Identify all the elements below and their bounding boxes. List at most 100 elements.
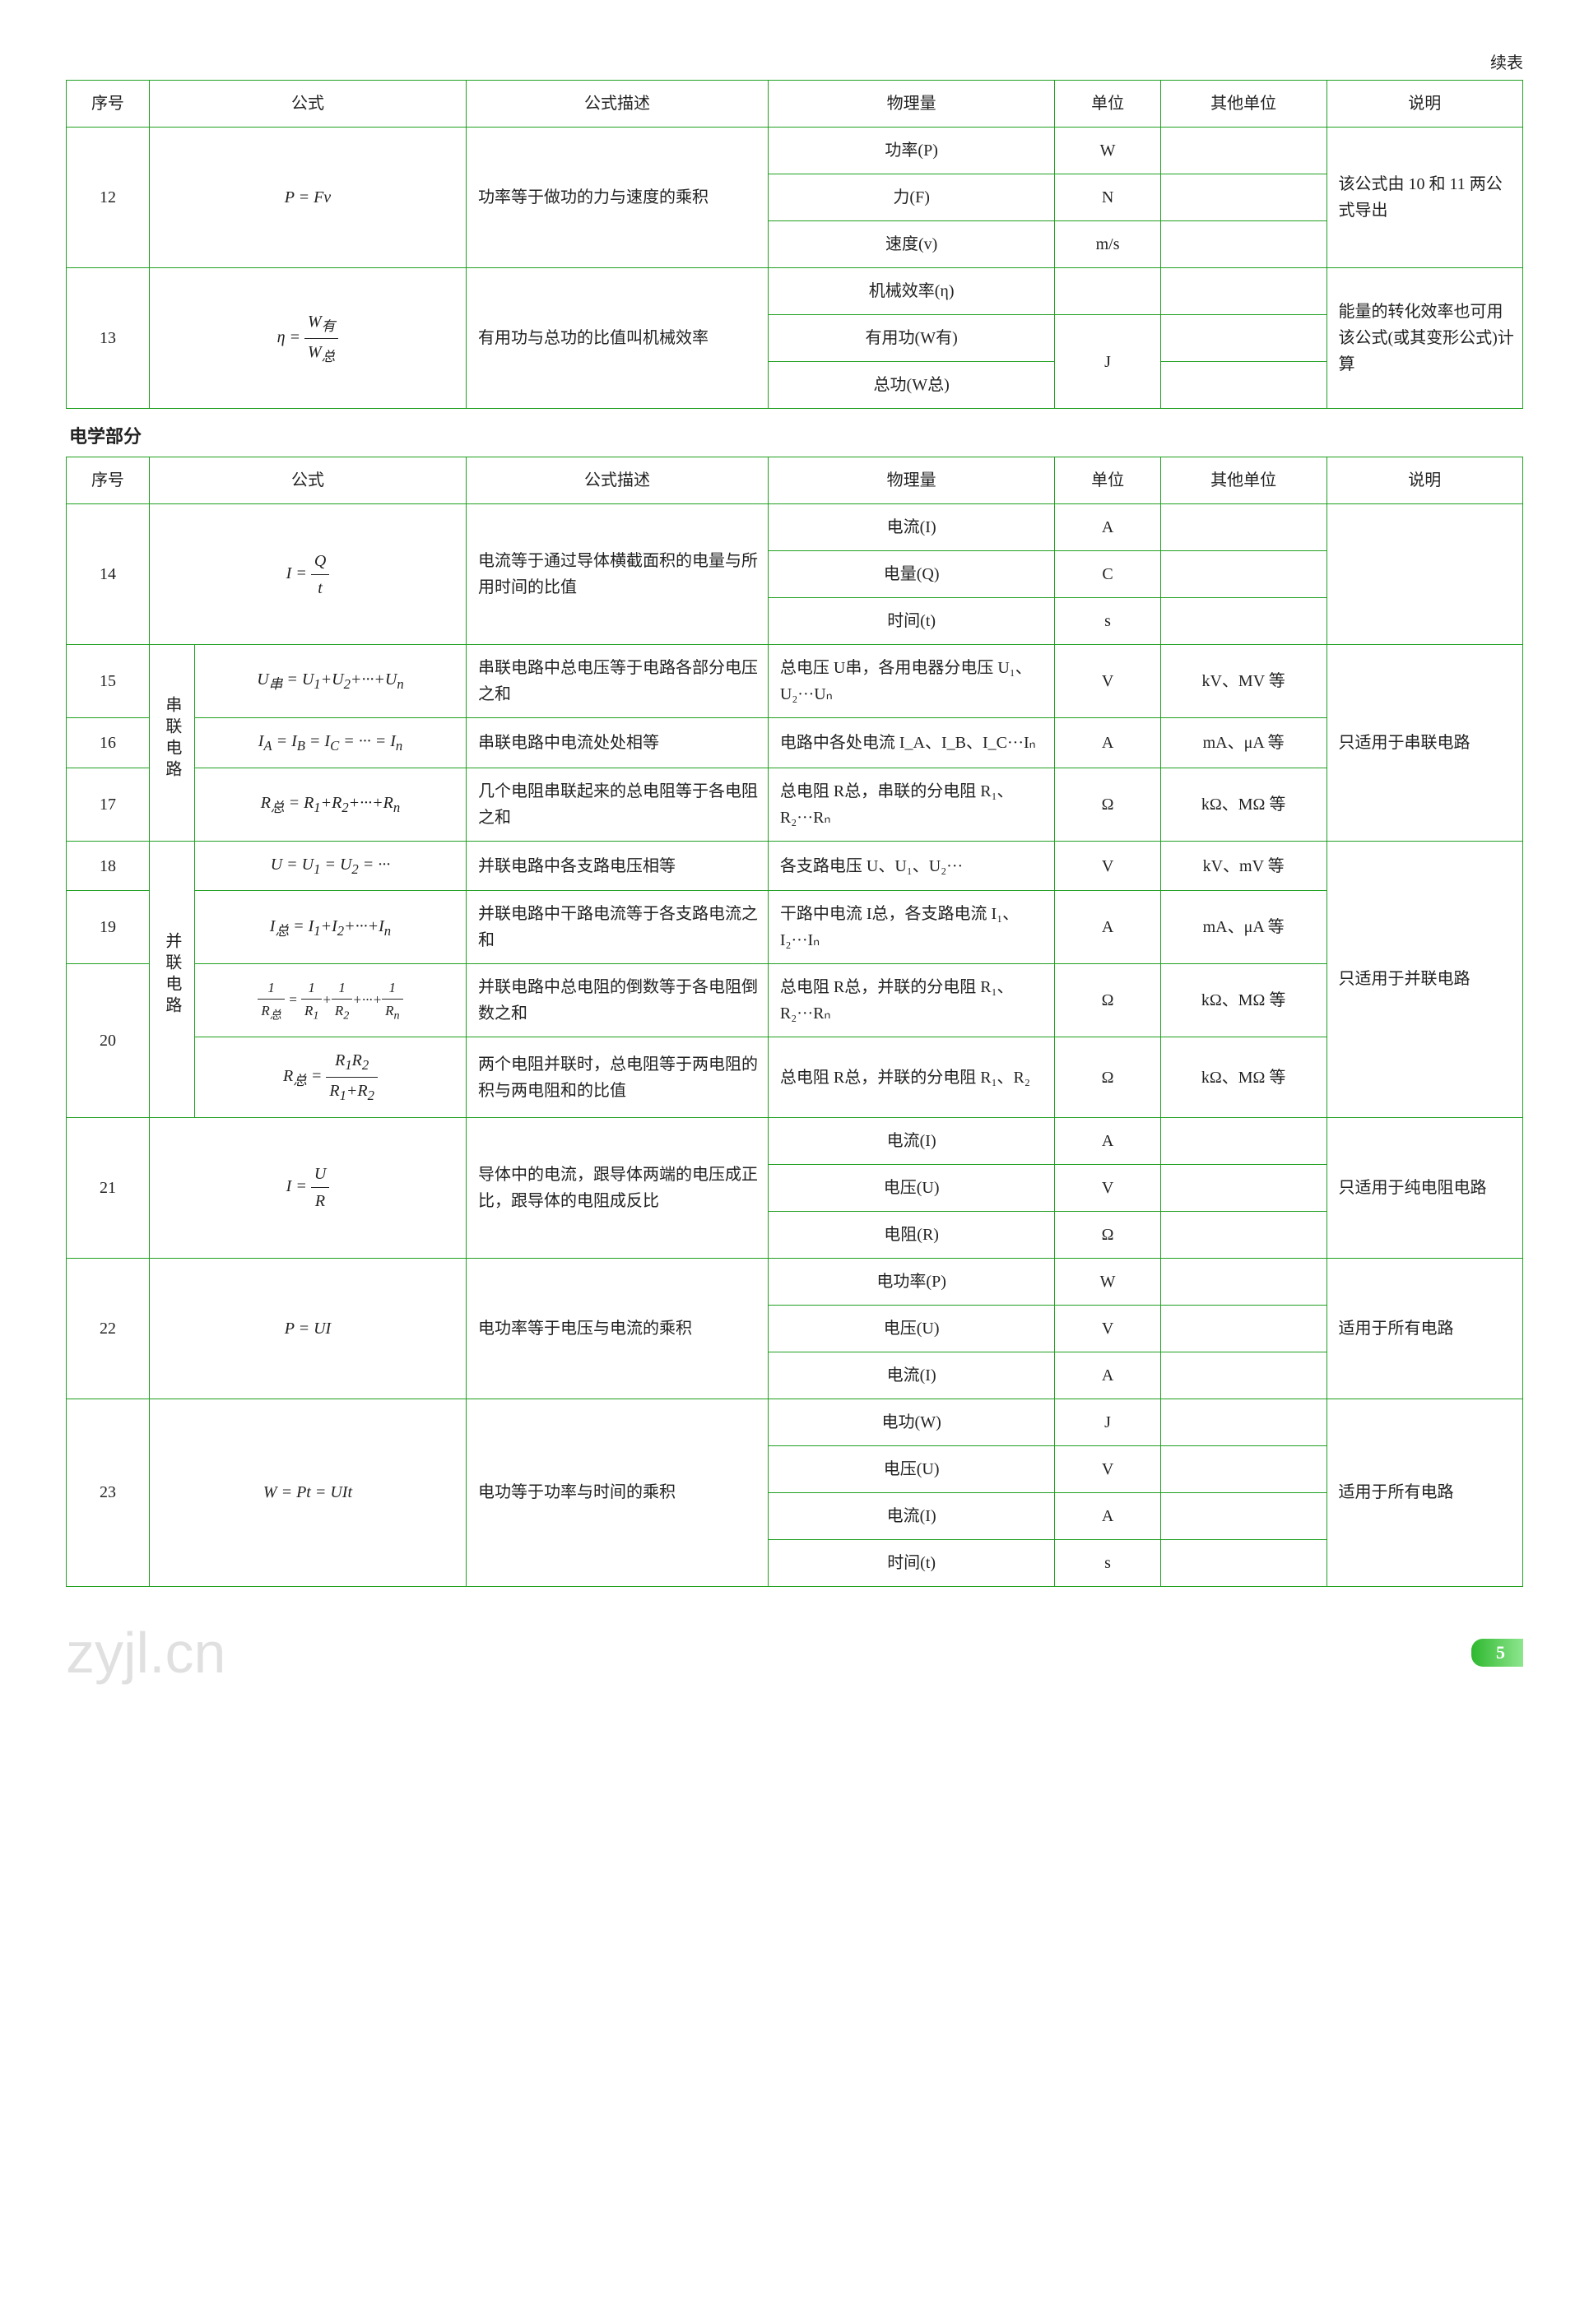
group-label-cell: 并联电路	[149, 841, 194, 1117]
other-cell	[1160, 362, 1326, 409]
table-row: 14 I = Qt 电流等于通过导体横截面积的电量与所用时间的比值 电流(I) …	[67, 504, 1523, 551]
page-footer: zyjl.cn 5	[66, 1620, 1523, 1686]
unit-cell: N	[1055, 174, 1160, 221]
table-row: 21 I = UR 导体中的电流，跟导体两端的电压成正比，跟导体的电阻成反比 电…	[67, 1117, 1523, 1164]
desc-cell: 电功率等于电压与电流的乘积	[467, 1258, 769, 1399]
formula-cell: I总 = I1+I2+···+In	[194, 891, 466, 964]
qty-cell: 电阻(R)	[768, 1211, 1055, 1258]
formula-cell: I = UR	[149, 1117, 466, 1258]
qty-cell: 有用功(W有)	[768, 315, 1055, 362]
unit-cell: W	[1055, 128, 1160, 174]
qty-cell: 总功(W总)	[768, 362, 1055, 409]
table-row: R总 = R1R2R1+R2 两个电阻并联时，总电阻等于两电阻的积与两电阻和的比…	[67, 1037, 1523, 1117]
seq-cell: 18	[67, 841, 150, 891]
qty-cell: 时间(t)	[768, 598, 1055, 645]
header-other: 其他单位	[1160, 457, 1326, 504]
seq-cell: 17	[67, 768, 150, 841]
header-unit: 单位	[1055, 457, 1160, 504]
qty-cell: 总电阻 R总，并联的分电阻 R₁、R₂	[768, 1037, 1055, 1117]
table-row: 16 IA = IB = IC = ··· = In 串联电路中电流处处相等 电…	[67, 718, 1523, 768]
header-seq: 序号	[67, 81, 150, 128]
formula-cell: W = Pt = UIt	[149, 1399, 466, 1586]
seq-cell: 14	[67, 504, 150, 645]
continuation-label: 续表	[66, 49, 1523, 73]
qty-cell: 电量(Q)	[768, 551, 1055, 598]
note-cell: 适用于所有电路	[1326, 1258, 1522, 1399]
desc-cell: 几个电阻串联起来的总电阻等于各电阻之和	[467, 768, 769, 841]
other-cell	[1160, 551, 1326, 598]
other-cell: kΩ、MΩ 等	[1160, 768, 1326, 841]
other-cell	[1160, 1399, 1326, 1445]
header-note: 说明	[1326, 457, 1522, 504]
other-cell: mA、μA 等	[1160, 718, 1326, 768]
table-header-row: 序号 公式 公式描述 物理量 单位 其他单位 说明	[67, 81, 1523, 128]
table-row: 22 P = UI 电功率等于电压与电流的乘积 电功率(P) W 适用于所有电路	[67, 1258, 1523, 1305]
desc-cell: 有用功与总功的比值叫机械效率	[467, 268, 769, 409]
unit-cell: V	[1055, 1164, 1160, 1211]
unit-cell: Ω	[1055, 964, 1160, 1037]
unit-cell: C	[1055, 551, 1160, 598]
seq-cell: 12	[67, 128, 150, 268]
note-cell: 适用于所有电路	[1326, 1399, 1522, 1586]
qty-cell: 各支路电压 U、U₁、U₂···	[768, 841, 1055, 891]
desc-cell: 两个电阻并联时，总电阻等于两电阻的积与两电阻和的比值	[467, 1037, 769, 1117]
other-cell	[1160, 1164, 1326, 1211]
unit-cell: A	[1055, 1117, 1160, 1164]
seq-cell: 19	[67, 891, 150, 964]
desc-cell: 串联电路中总电压等于电路各部分电压之和	[467, 645, 769, 718]
other-cell: kΩ、MΩ 等	[1160, 964, 1326, 1037]
seq-cell: 20	[67, 964, 150, 1117]
unit-cell: V	[1055, 1445, 1160, 1492]
table-row: 13 η = W有W总 有用功与总功的比值叫机械效率 机械效率(η) 能量的转化…	[67, 268, 1523, 315]
formula-cell: η = W有W总	[149, 268, 466, 409]
qty-cell: 电压(U)	[768, 1305, 1055, 1352]
table-row: 20 1R总 = 1R1+1R2+···+1Rn 并联电路中总电阻的倒数等于各电…	[67, 964, 1523, 1037]
note-cell	[1326, 504, 1522, 645]
qty-cell: 功率(P)	[768, 128, 1055, 174]
table-row: 17 R总 = R1+R2+···+Rn 几个电阻串联起来的总电阻等于各电阻之和…	[67, 768, 1523, 841]
unit-cell: A	[1055, 891, 1160, 964]
other-cell	[1160, 1258, 1326, 1305]
header-desc: 公式描述	[467, 457, 769, 504]
qty-cell: 电压(U)	[768, 1164, 1055, 1211]
formula-cell: U = U1 = U2 = ···	[194, 841, 466, 891]
unit-cell: Ω	[1055, 1211, 1160, 1258]
seq-cell: 16	[67, 718, 150, 768]
other-cell	[1160, 598, 1326, 645]
qty-cell: 机械效率(η)	[768, 268, 1055, 315]
unit-cell: m/s	[1055, 221, 1160, 268]
desc-cell: 并联电路中各支路电压相等	[467, 841, 769, 891]
qty-cell: 速度(v)	[768, 221, 1055, 268]
unit-cell: W	[1055, 1258, 1160, 1305]
note-cell: 该公式由 10 和 11 两公式导出	[1326, 128, 1522, 268]
qty-cell: 电流(I)	[768, 1117, 1055, 1164]
desc-cell: 功率等于做功的力与速度的乘积	[467, 128, 769, 268]
header-seq: 序号	[67, 457, 150, 504]
other-cell	[1160, 1211, 1326, 1258]
other-cell	[1160, 1492, 1326, 1539]
other-cell: mA、μA 等	[1160, 891, 1326, 964]
other-cell	[1160, 174, 1326, 221]
other-cell	[1160, 1305, 1326, 1352]
qty-cell: 总电阻 R总，串联的分电阻 R₁、R₂···Rₙ	[768, 768, 1055, 841]
unit-cell: V	[1055, 841, 1160, 891]
unit-cell: A	[1055, 504, 1160, 551]
qty-cell: 力(F)	[768, 174, 1055, 221]
qty-cell: 总电阻 R总，并联的分电阻 R₁、R₂···Rₙ	[768, 964, 1055, 1037]
desc-cell: 串联电路中电流处处相等	[467, 718, 769, 768]
page-number-badge: 5	[1471, 1639, 1523, 1667]
other-cell	[1160, 268, 1326, 315]
other-cell	[1160, 1117, 1326, 1164]
header-other: 其他单位	[1160, 81, 1326, 128]
other-cell: kΩ、MΩ 等	[1160, 1037, 1326, 1117]
qty-cell: 电流(I)	[768, 1492, 1055, 1539]
formula-cell: U串 = U1+U2+···+Un	[194, 645, 466, 718]
desc-cell: 电功等于功率与时间的乘积	[467, 1399, 769, 1586]
other-cell: kV、mV 等	[1160, 841, 1326, 891]
other-cell	[1160, 1539, 1326, 1586]
unit-cell: V	[1055, 645, 1160, 718]
desc-cell: 导体中的电流，跟导体两端的电压成正比，跟导体的电阻成反比	[467, 1117, 769, 1258]
formula-cell: P = UI	[149, 1258, 466, 1399]
unit-cell: Ω	[1055, 1037, 1160, 1117]
other-cell	[1160, 1352, 1326, 1399]
